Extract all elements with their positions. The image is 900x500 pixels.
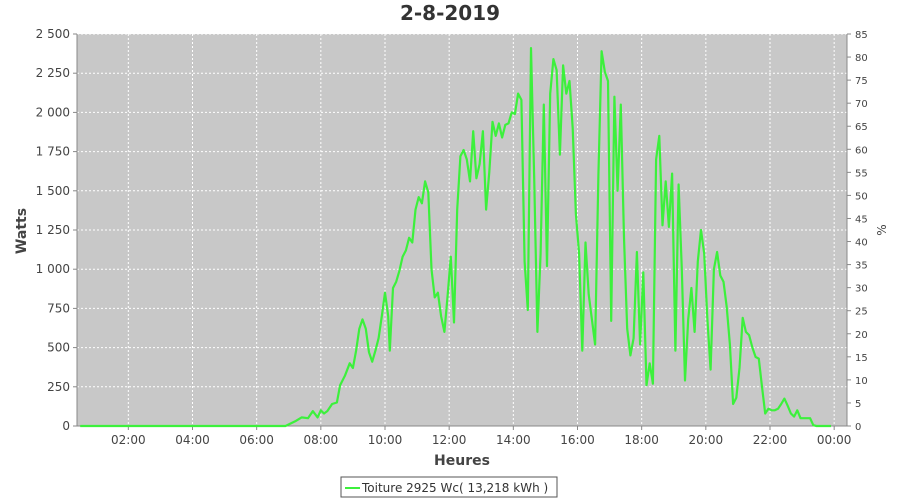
x-tick-label: 04:00 — [175, 433, 210, 447]
y-axis-title: Watts — [14, 208, 30, 254]
legend-label: Toiture 2925 Wc( 13,218 kWh ) — [361, 481, 548, 495]
y-tick-label: 750 — [47, 301, 70, 315]
y2-tick-label: 15 — [855, 353, 868, 364]
y2-tick-label: 80 — [855, 53, 868, 64]
y-tick-label: 2 500 — [36, 27, 70, 41]
x-tick-label: 22:00 — [753, 433, 788, 447]
x-tick-label: 02:00 — [111, 433, 146, 447]
x-tick-label: 00:00 — [817, 433, 852, 447]
y2-axis-title: % — [875, 224, 889, 235]
x-tick-label: 14:00 — [496, 433, 531, 447]
y-tick-label: 1 000 — [36, 262, 70, 276]
y-tick-label: 1 250 — [36, 223, 70, 237]
x-tick-label: 16:00 — [560, 433, 595, 447]
x-tick-label: 10:00 — [368, 433, 403, 447]
y2-tick-label: 0 — [855, 422, 861, 433]
y-tick-label: 1 750 — [36, 145, 70, 159]
y2-tick-label: 40 — [855, 238, 868, 249]
y-tick-label: 500 — [47, 341, 70, 355]
series-line — [80, 47, 831, 428]
y2-tick-label: 65 — [855, 122, 868, 133]
y2-tick-label: 55 — [855, 168, 868, 179]
legend: Toiture 2925 Wc( 13,218 kWh ) — [340, 476, 558, 498]
y-tick-label: 2 250 — [36, 66, 70, 80]
y-tick-label: 2 000 — [36, 105, 70, 119]
series-layer — [80, 47, 831, 428]
y2-tick-label: 10 — [855, 376, 868, 387]
y2-tick-label: 30 — [855, 284, 868, 295]
x-tick-label: 18:00 — [624, 433, 659, 447]
x-tick-label: 12:00 — [432, 433, 467, 447]
y2-tick-label: 35 — [855, 261, 868, 272]
x-tick-label: 20:00 — [689, 433, 724, 447]
y2-tick-label: 20 — [855, 330, 868, 341]
y2-tick-label: 25 — [855, 307, 868, 318]
y2-tick-label: 70 — [855, 99, 868, 110]
y-tick-label: 1 500 — [36, 184, 70, 198]
x-axis-title: Heures — [434, 453, 490, 469]
y2-tick-label: 60 — [855, 145, 868, 156]
y2-tick-label: 50 — [855, 191, 868, 202]
y-tick-label: 250 — [47, 380, 70, 394]
y-tick-label: 0 — [62, 419, 70, 433]
x-tick-label: 08:00 — [304, 433, 339, 447]
chart-title: 2-8-2019 — [400, 1, 500, 25]
y2-tick-label: 5 — [855, 399, 861, 410]
y2-tick-label: 85 — [855, 30, 868, 41]
y2-tick-label: 75 — [855, 76, 868, 87]
y2-tick-label: 45 — [855, 214, 868, 225]
legend-box — [340, 476, 558, 498]
x-tick-label: 06:00 — [239, 433, 274, 447]
